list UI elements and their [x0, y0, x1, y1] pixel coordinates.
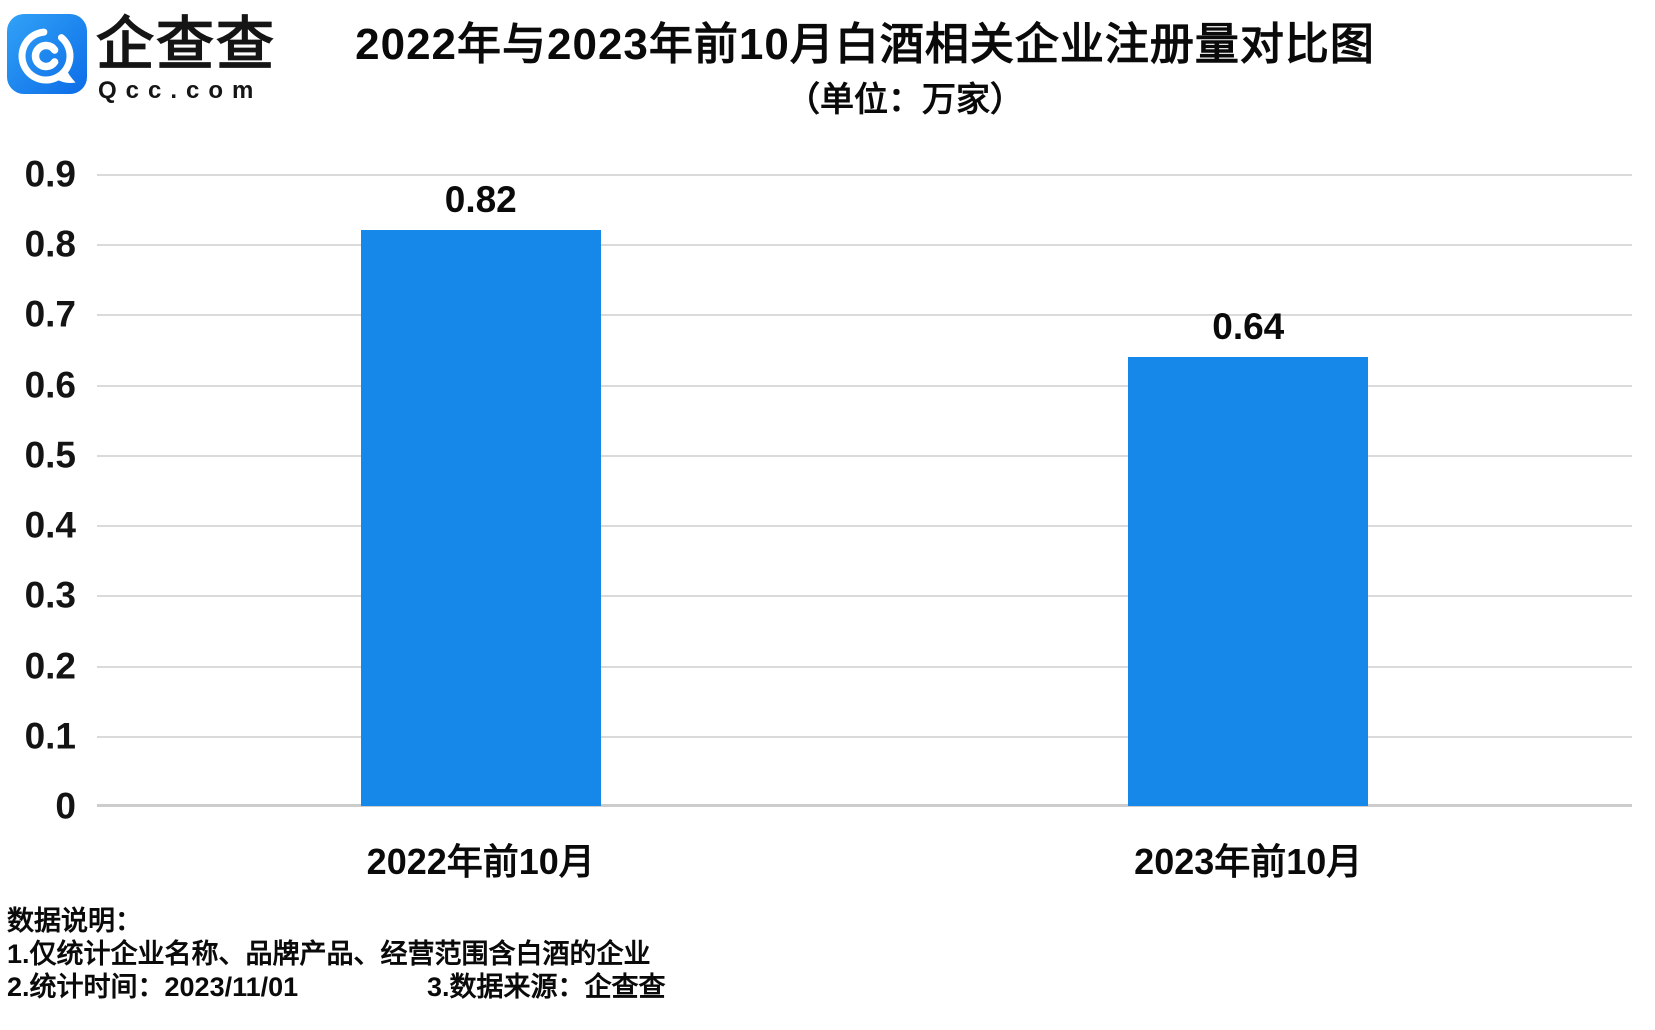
y-tick-label-0.9: 0.9 — [24, 153, 76, 195]
x-category-label-2022年前10月: 2022年前10月 — [366, 841, 595, 882]
chart-title: 2022年与2023年前10月白酒相关企业注册量对比图 — [355, 20, 1375, 69]
y-tick-label-0.4: 0.4 — [24, 504, 76, 546]
footer-note-3: 3.数据来源：企查查 — [427, 972, 666, 1002]
y-tick-label-0.8: 0.8 — [24, 223, 76, 265]
gridline-0.7 — [97, 314, 1632, 317]
chart-bar-2022年前10月 — [360, 230, 601, 806]
gridline-0.3 — [97, 595, 1632, 598]
footer-notes: 数据说明： 1.仅统计企业名称、品牌产品、经营范围含白酒的企业 2.统计时间：2… — [7, 905, 666, 1004]
gridline-0.5 — [97, 454, 1632, 457]
qcc-logo: 企查查 Qcc.com — [7, 14, 276, 105]
gridline-0.1 — [97, 735, 1632, 738]
y-tick-label-0.7: 0.7 — [24, 293, 76, 335]
brand-name: 企查查 — [96, 12, 277, 77]
qcc-logo-icon — [7, 14, 87, 94]
y-tick-label-0.6: 0.6 — [24, 364, 76, 406]
footer-heading: 数据说明： — [7, 906, 142, 936]
footer-note-row: 2.统计时间：2023/11/01 3.数据来源：企查查 — [7, 971, 666, 1004]
chart-bar-2023年前10月 — [1128, 356, 1369, 806]
footer-note-2: 2.统计时间：2023/11/01 — [7, 972, 299, 1002]
x-category-label-2023年前10月: 2023年前10月 — [1134, 841, 1363, 882]
brand-domain: Qcc.com — [98, 77, 263, 104]
y-tick-label-0: 0 — [55, 785, 76, 827]
chart-unit-label: （单位：万家） — [786, 81, 1024, 119]
plot-area: 0.82 0.64 — [97, 174, 1632, 807]
y-tick-label-0.1: 0.1 — [24, 715, 76, 757]
bar-value-label: 0.64 — [1212, 305, 1285, 347]
footer-note-1: 1.仅统计企业名称、品牌产品、经营范围含白酒的企业 — [7, 939, 651, 969]
gridline-0.4 — [97, 525, 1632, 528]
gridline-0.9 — [97, 174, 1632, 176]
gridline-0.6 — [97, 384, 1632, 387]
y-tick-label-0.2: 0.2 — [24, 645, 76, 687]
x-axis-line — [97, 804, 1632, 807]
gridline-0.2 — [97, 665, 1632, 668]
qcc-logo-text: 企查查 Qcc.com — [96, 14, 276, 105]
gridline-0.8 — [97, 244, 1632, 247]
y-tick-label-0.3: 0.3 — [24, 574, 76, 616]
y-tick-label-0.5: 0.5 — [24, 434, 76, 476]
bar-value-label: 0.82 — [444, 179, 517, 221]
